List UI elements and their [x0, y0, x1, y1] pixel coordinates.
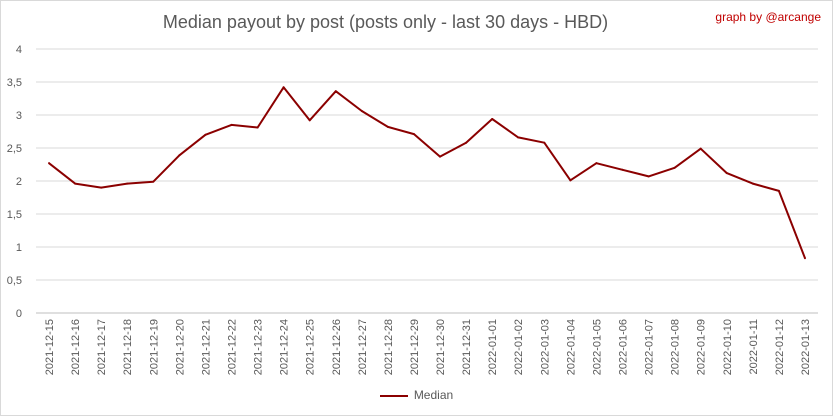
y-tick-label: 1	[16, 242, 22, 254]
x-tick-label: 2022-01-06	[618, 319, 630, 375]
x-tick-label: 2021-12-29	[409, 319, 421, 375]
data-point	[517, 136, 520, 139]
data-point	[699, 147, 702, 150]
x-tick-label: 2021-12-31	[461, 319, 473, 375]
data-point	[334, 90, 337, 93]
x-tick-label: 2021-12-26	[331, 319, 343, 375]
data-point	[621, 168, 624, 171]
data-point	[543, 141, 546, 144]
chart-credit: graph by @arcange	[715, 10, 821, 24]
data-point	[360, 110, 363, 113]
x-tick-label: 2022-01-09	[696, 319, 708, 375]
x-tick-label: 2021-12-24	[279, 319, 291, 375]
x-tick-label: 2021-12-30	[435, 319, 447, 375]
data-point	[152, 180, 155, 183]
x-tick-label: 2021-12-21	[200, 319, 212, 375]
series-line-median	[48, 86, 806, 259]
legend-label: Median	[413, 388, 454, 402]
x-tick-label: 2022-01-05	[591, 319, 603, 375]
data-point	[803, 257, 806, 260]
y-tick-label: 2,5	[7, 143, 22, 155]
data-point	[256, 126, 259, 129]
x-tick-label: 2022-01-13	[800, 319, 812, 375]
data-point	[178, 154, 181, 157]
x-tick-label: 2022-01-03	[539, 319, 551, 375]
legend: Median	[0, 388, 833, 402]
data-point	[595, 162, 598, 165]
data-point	[100, 186, 103, 189]
x-tick-label: 2021-12-15	[44, 319, 56, 375]
x-tick-label: 2022-01-07	[644, 319, 656, 375]
data-point	[777, 189, 780, 192]
y-tick-label: 0	[16, 308, 22, 320]
data-point	[491, 117, 494, 120]
x-tick-label: 2022-01-04	[565, 319, 577, 375]
data-point	[126, 182, 129, 185]
y-tick-label: 0,5	[7, 275, 22, 287]
x-tick-label: 2021-12-22	[227, 319, 239, 375]
data-point	[386, 125, 389, 128]
x-tick-label: 2022-01-08	[670, 319, 682, 375]
x-tick-label: 2021-12-20	[174, 319, 186, 375]
x-tick-label: 2021-12-17	[96, 319, 108, 375]
x-tick-label: 2022-01-10	[722, 319, 734, 375]
x-tick-label: 2021-12-23	[253, 319, 265, 375]
x-tick-label: 2021-12-19	[148, 319, 160, 375]
x-tick-label: 2021-12-27	[357, 319, 369, 375]
chart-title: Median payout by post (posts only - last…	[162, 12, 609, 32]
x-tick-label: 2021-12-25	[305, 319, 317, 375]
data-point	[282, 86, 285, 89]
data-point	[569, 179, 572, 182]
y-tick-label: 3	[16, 110, 22, 122]
data-point	[74, 182, 77, 185]
y-tick-label: 2	[16, 176, 22, 188]
data-point	[465, 141, 468, 144]
x-tick-label: 2021-12-18	[122, 319, 134, 375]
data-point	[308, 119, 311, 122]
data-point	[439, 155, 442, 158]
x-tick-label: 2022-01-12	[774, 319, 786, 375]
data-point	[647, 175, 650, 178]
data-point	[673, 166, 676, 169]
y-tick-label: 3,5	[7, 77, 22, 89]
data-point	[204, 133, 207, 136]
x-tick-label: 2022-01-11	[748, 319, 760, 374]
data-point	[412, 133, 415, 136]
x-tick-label: 2021-12-16	[70, 319, 82, 375]
data-point	[725, 172, 728, 175]
data-point	[751, 182, 754, 185]
x-tick-label: 2022-01-01	[487, 319, 499, 375]
data-point	[48, 162, 51, 165]
x-tick-label: 2021-12-28	[383, 319, 395, 375]
legend-swatch	[379, 394, 408, 397]
y-tick-label: 1,5	[7, 209, 22, 221]
data-point	[230, 123, 233, 126]
x-tick-label: 2022-01-02	[513, 319, 525, 375]
y-tick-label: 4	[16, 44, 22, 56]
